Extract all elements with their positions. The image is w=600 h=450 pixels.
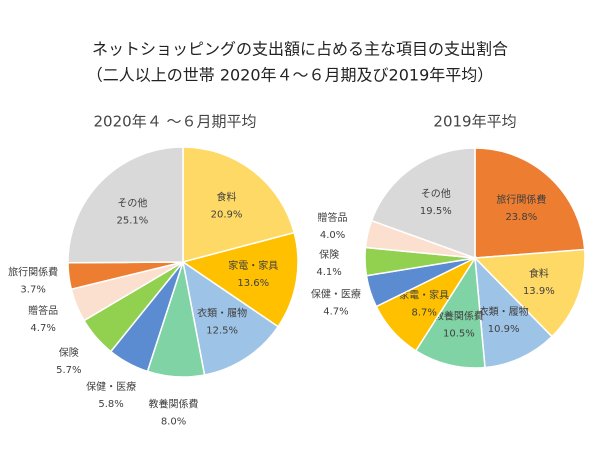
slice-value-label: 12.5% (206, 326, 238, 337)
slice-label: 保険 (59, 346, 79, 359)
slice-label: 旅行関係費 (496, 193, 546, 206)
slice-value-label: 19.5% (420, 206, 452, 217)
slice-value-label: 10.5% (443, 328, 475, 339)
slice-label: 教養関係費 (149, 398, 199, 411)
slice-value-label: 20.9% (211, 210, 243, 221)
slice-label: 旅行関係費 (8, 265, 58, 278)
slice-value-label: 4.0% (320, 230, 345, 241)
pie-slice (370, 147, 476, 260)
slice-label: 衣類・履物 (479, 305, 529, 318)
slice-value-label: 8.0% (161, 417, 186, 428)
pie-slice (67, 146, 184, 264)
slice-value-label: 10.9% (488, 324, 520, 335)
pie-slice (474, 147, 586, 259)
chart-title: ネットショッピングの支出額に占める主な項目の支出割合 (92, 40, 508, 59)
slice-value-label: 4.7% (30, 323, 55, 334)
slice-value-label: 13.6% (237, 278, 269, 289)
slice-label: 保健・医療 (86, 380, 136, 393)
pie-slice (474, 255, 554, 369)
slice-label: その他 (117, 197, 147, 210)
pie-slice (473, 248, 586, 338)
slice-label: 保険 (319, 248, 339, 261)
slice-label: 家電・家具 (228, 259, 278, 272)
pie-title: 2020年４ ～６月期平均 (94, 113, 257, 131)
slice-label: 教養関係費 (434, 309, 484, 322)
slice-value-label: 5.8% (98, 399, 123, 410)
pie-slice (181, 231, 299, 328)
slice-value-label: 23.8% (505, 212, 537, 223)
slice-label: その他 (421, 187, 451, 200)
slice-label: 食料 (529, 267, 549, 280)
slice-value-label: 3.7% (20, 284, 45, 295)
slice-label: 贈答品 (28, 304, 58, 317)
slice-label: 贈答品 (318, 211, 348, 224)
slice-label: 家電・家具 (399, 288, 449, 301)
slice-value-label: 8.7% (411, 307, 436, 318)
slice-value-label: 25.1% (117, 216, 149, 227)
slice-label: 衣類・履物 (197, 307, 247, 320)
chart-subtitle: （二人以上の世帯 2020年４～６月期及び2019年平均） (87, 66, 494, 85)
slice-value-label: 13.9% (523, 286, 555, 297)
slice-value-label: 5.7% (56, 365, 81, 376)
slice-label: 食料 (217, 191, 237, 204)
pie-slice (414, 255, 486, 369)
pie-slice (181, 260, 280, 376)
slice-value-label: 4.7% (323, 306, 348, 317)
slice-label: 保健・医療 (311, 287, 361, 300)
pie-title: 2019年平均 (433, 113, 516, 131)
slice-value-label: 4.1% (316, 267, 341, 278)
pie-slice (182, 146, 296, 263)
